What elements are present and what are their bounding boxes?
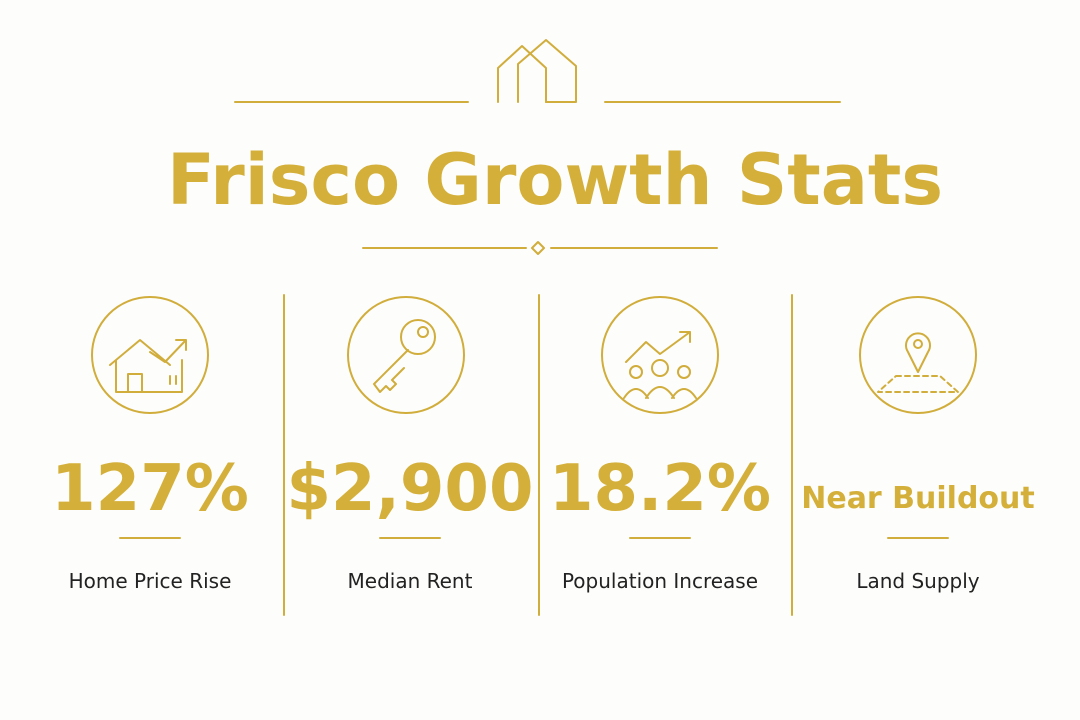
home-chart-icon	[91, 296, 209, 414]
land-pin-icon	[859, 296, 977, 414]
stat-value: 18.2%	[549, 452, 771, 526]
house-emblem	[497, 39, 577, 103]
stat-label: Home Price Rise	[69, 569, 232, 593]
title: Frisco Growth Stats	[167, 139, 943, 221]
stats: 127% Home Price Rise $2,900 Median Rent 18.2…	[51, 452, 1035, 593]
stat-label: Land Supply	[856, 569, 979, 593]
stat-label: Median Rent	[348, 569, 473, 593]
stat-value: Near Buildout	[801, 481, 1035, 516]
population-icon	[601, 296, 719, 414]
stat-label: Population Increase	[562, 569, 758, 593]
stat-value: 127%	[51, 452, 249, 526]
stat-value: $2,900	[287, 452, 534, 526]
key-icon	[347, 296, 465, 414]
diamond	[531, 241, 545, 255]
